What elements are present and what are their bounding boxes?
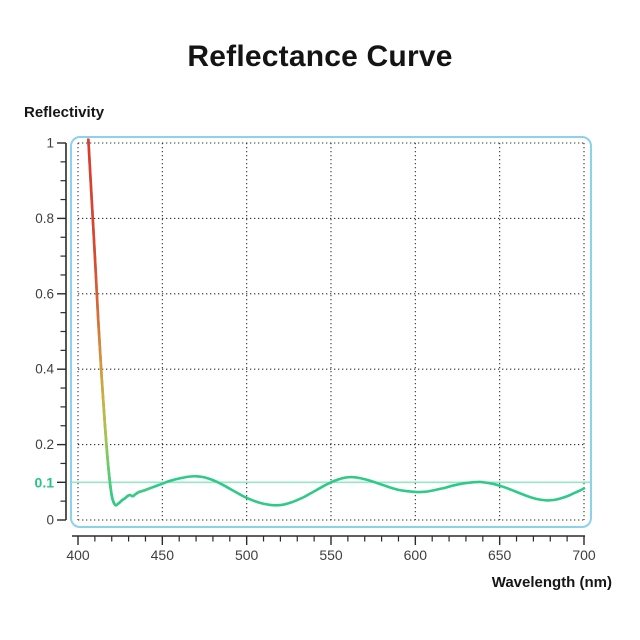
x-tick-label-650: 650 <box>488 547 512 563</box>
y-tick-label-0.4: 0.4 <box>35 362 54 377</box>
y-tick-label-1: 1 <box>46 136 54 151</box>
x-tick-label-600: 600 <box>404 547 428 563</box>
x-tick-label-550: 550 <box>319 547 343 563</box>
x-tick-label-400: 400 <box>66 547 90 563</box>
plot-border <box>70 136 592 528</box>
y-tick-label-highlight-0_1: 0.1 <box>35 474 55 490</box>
y-tick-label-0.8: 0.8 <box>35 211 54 226</box>
x-tick-label-500: 500 <box>235 547 259 563</box>
x-tick-label-450: 450 <box>151 547 175 563</box>
y-axis-title: Reflectivity <box>24 104 105 121</box>
chart-title: Reflectance Curve <box>187 40 453 73</box>
y-tick-label-0: 0 <box>46 513 54 528</box>
x-tick-label-700: 700 <box>572 547 596 563</box>
y-tick-label-0.6: 0.6 <box>35 286 54 301</box>
y-tick-label-0.2: 0.2 <box>35 437 54 452</box>
reflectance-curve-gradient-segment <box>85 138 151 507</box>
x-axis-title: Wavelength (nm) <box>491 574 612 591</box>
